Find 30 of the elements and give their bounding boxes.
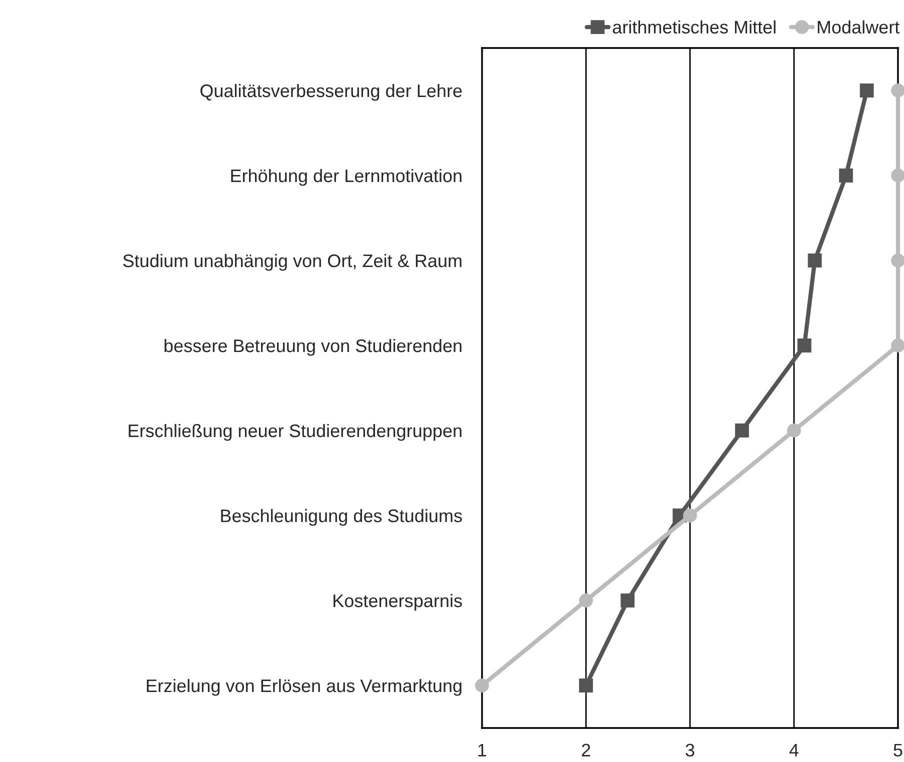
x-tick-label: 5	[894, 744, 902, 757]
legend-label: arithmetisches Mittel	[612, 20, 776, 34]
point	[579, 594, 593, 608]
point	[839, 168, 853, 182]
x-tick-label: 2	[582, 744, 590, 756]
point	[891, 168, 904, 182]
x-tick-label: 3	[686, 744, 694, 757]
point	[620, 594, 635, 608]
y-tick-label: Erschließung neuer Studierendengruppen	[128, 424, 462, 441]
y-tick-label: Beschleunigung des Studiums	[221, 508, 462, 526]
x-tick-label: 4	[789, 744, 798, 756]
y-tick-label: Erzielung von Erlösen aus Vermarktung	[146, 678, 462, 696]
point	[797, 338, 812, 352]
legend-label: Modalwert	[818, 20, 900, 34]
y-tick-label: Studium unabhängig von Ort, Zeit & Raum	[123, 254, 462, 271]
point	[891, 84, 904, 98]
point	[891, 254, 904, 268]
x-tick-label: 1	[478, 744, 486, 756]
y-tick-label: bessere Betreuung von Studierenden	[164, 338, 462, 356]
point	[683, 508, 697, 522]
point	[787, 424, 801, 438]
point	[735, 424, 749, 438]
point	[475, 678, 489, 692]
point	[860, 84, 874, 98]
y-tick-label: Kostenersparnis	[334, 594, 462, 611]
y-tick-label: Erhöhung der Lernmotivation	[231, 168, 462, 186]
point	[808, 254, 822, 268]
point	[579, 678, 593, 692]
point	[891, 338, 904, 352]
y-tick-label: Qualitätsverbesserung der Lehre	[200, 84, 462, 101]
